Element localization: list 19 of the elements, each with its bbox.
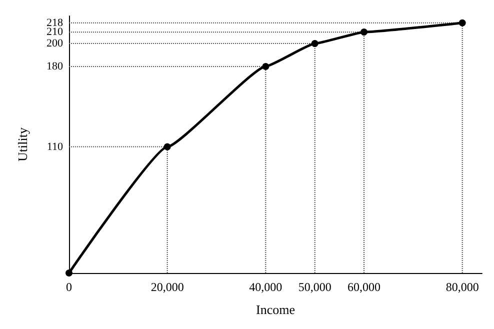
y-tick-label: 200: [46, 38, 64, 50]
x-tick-label: 40,000: [249, 280, 282, 294]
point: [262, 62, 270, 70]
x-tick-label: 20,000: [150, 280, 184, 294]
point: [458, 19, 466, 26]
point: [311, 40, 318, 48]
point: [66, 270, 72, 276]
point: [360, 28, 368, 36]
x-tick-label: 80,000: [446, 280, 479, 294]
y-tick-label: 110: [46, 140, 64, 153]
y-tick-label: 218: [46, 16, 64, 29]
x-tick-label: 0: [66, 280, 72, 294]
x-tick-label: 50,000: [298, 280, 332, 294]
y-axis-title: Utility: [15, 127, 30, 162]
x-axis-title: Income: [256, 302, 296, 317]
point: [164, 143, 171, 150]
x-tick-label: 60,000: [348, 280, 380, 294]
y-tick-label: 210: [46, 26, 64, 38]
y-tick-label: 180: [46, 60, 64, 72]
